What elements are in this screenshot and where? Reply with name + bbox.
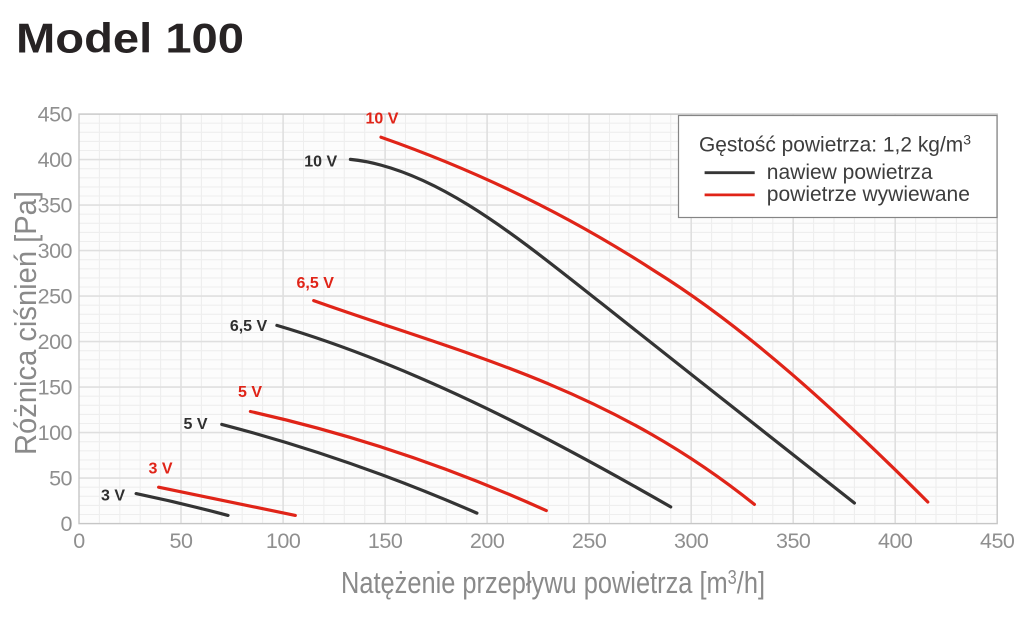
svg-text:450: 450 [980, 529, 1015, 553]
svg-text:250: 250 [572, 529, 607, 553]
svg-text:350: 350 [38, 194, 73, 218]
svg-text:50: 50 [170, 529, 193, 553]
svg-text:150: 150 [38, 376, 73, 400]
svg-text:Różnica ciśnień [Pa]: Różnica ciśnień [Pa] [8, 191, 43, 455]
svg-text:350: 350 [776, 529, 811, 553]
svg-text:100: 100 [266, 529, 301, 553]
svg-text:150: 150 [368, 529, 403, 553]
svg-text:Model 100: Model 100 [16, 15, 244, 62]
svg-text:6,5 V: 6,5 V [230, 318, 268, 335]
svg-text:nawiew powietrza: nawiew powietrza [767, 161, 933, 184]
svg-text:400: 400 [878, 529, 913, 553]
svg-text:10 V: 10 V [366, 111, 399, 128]
svg-text:3 V: 3 V [101, 487, 125, 504]
svg-text:5 V: 5 V [183, 416, 207, 433]
svg-text:300: 300 [38, 239, 73, 263]
svg-text:5 V: 5 V [238, 384, 262, 401]
svg-text:450: 450 [38, 103, 73, 127]
svg-text:400: 400 [38, 148, 73, 172]
svg-text:250: 250 [38, 285, 73, 309]
svg-text:0: 0 [73, 529, 85, 553]
svg-text:200: 200 [470, 529, 505, 553]
svg-text:300: 300 [674, 529, 709, 553]
svg-text:Natężenie przepływu powietrza: Natężenie przepływu powietrza [m3/h] [341, 565, 765, 600]
svg-text:100: 100 [38, 421, 73, 445]
svg-text:200: 200 [38, 330, 73, 354]
svg-text:6,5 V: 6,5 V [297, 275, 335, 292]
svg-text:Gęstość powietrza: 1,2 kg/m3: Gęstość powietrza: 1,2 kg/m3 [699, 132, 971, 157]
svg-text:10 V: 10 V [304, 154, 337, 171]
svg-text:powietrze wywiewane: powietrze wywiewane [767, 183, 970, 206]
svg-text:0: 0 [61, 512, 73, 536]
svg-text:3 V: 3 V [148, 460, 172, 477]
svg-text:50: 50 [49, 467, 72, 491]
